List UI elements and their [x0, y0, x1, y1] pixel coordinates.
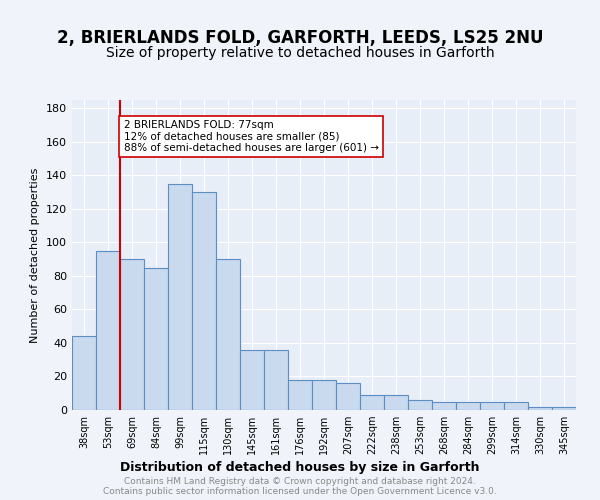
Text: Contains HM Land Registry data © Crown copyright and database right 2024.: Contains HM Land Registry data © Crown c… [124, 476, 476, 486]
Bar [144, 268, 168, 410]
Bar [72, 336, 96, 410]
Text: Contains public sector information licensed under the Open Government Licence v3: Contains public sector information licen… [103, 486, 497, 496]
Bar [312, 380, 336, 410]
Bar [552, 406, 576, 410]
Bar [480, 402, 504, 410]
Text: Distribution of detached houses by size in Garforth: Distribution of detached houses by size … [120, 461, 480, 474]
Bar [120, 259, 144, 410]
Bar [264, 350, 288, 410]
Bar [168, 184, 192, 410]
Text: 2, BRIERLANDS FOLD, GARFORTH, LEEDS, LS25 2NU: 2, BRIERLANDS FOLD, GARFORTH, LEEDS, LS2… [57, 28, 543, 46]
Bar [288, 380, 312, 410]
Bar [336, 383, 360, 410]
Bar [456, 402, 480, 410]
Bar [240, 350, 264, 410]
Text: Size of property relative to detached houses in Garforth: Size of property relative to detached ho… [106, 46, 494, 60]
Bar [192, 192, 216, 410]
Bar [216, 259, 240, 410]
Text: 2 BRIERLANDS FOLD: 77sqm
12% of detached houses are smaller (85)
88% of semi-det: 2 BRIERLANDS FOLD: 77sqm 12% of detached… [124, 120, 379, 154]
Bar [432, 402, 456, 410]
Bar [408, 400, 432, 410]
Bar [528, 406, 552, 410]
Bar [360, 395, 384, 410]
Bar [504, 402, 528, 410]
Y-axis label: Number of detached properties: Number of detached properties [31, 168, 40, 342]
Bar [384, 395, 408, 410]
Bar [96, 251, 120, 410]
